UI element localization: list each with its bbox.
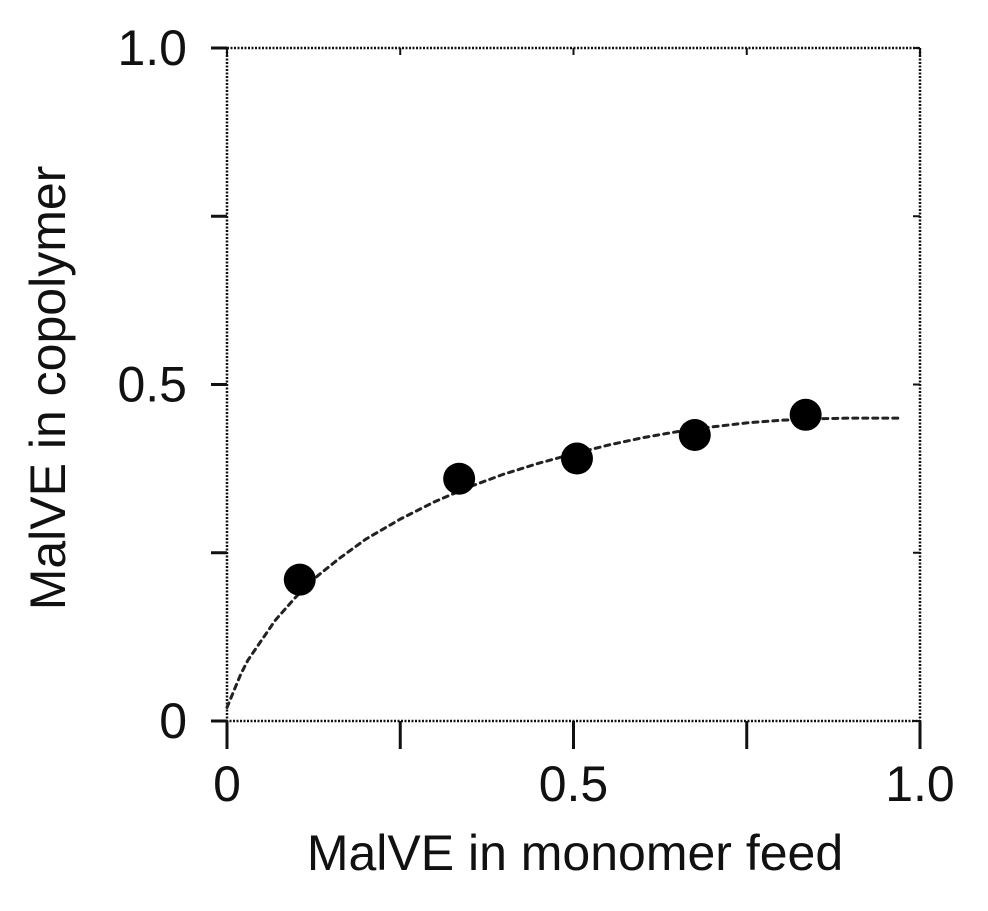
- fit-curve-layer: [225, 416, 905, 709]
- fit-curve: [225, 416, 905, 709]
- axis-ticks: [211, 46, 922, 749]
- x-tick-label: 0: [213, 756, 241, 812]
- x-tick-label: 1.0: [885, 756, 955, 812]
- data-points-layer: [283, 398, 822, 596]
- y-tick-label: 1.0: [117, 20, 187, 76]
- plot-frame: [225, 46, 922, 723]
- tick-labels: 0 0.5 1.0 0 0.5 1.0: [117, 20, 954, 812]
- y-axis-title: MalVE in copolymer: [20, 166, 76, 611]
- plot-border: [225, 46, 922, 723]
- data-point: [283, 563, 316, 596]
- x-tick-label: 0.5: [539, 756, 609, 812]
- x-axis-title: MalVE in monomer feed: [307, 825, 843, 881]
- data-point: [789, 398, 822, 431]
- y-tick-label: 0.5: [117, 357, 187, 413]
- data-point: [443, 462, 476, 495]
- data-point: [560, 442, 593, 475]
- data-point: [678, 418, 711, 451]
- y-tick-label: 0: [159, 693, 187, 749]
